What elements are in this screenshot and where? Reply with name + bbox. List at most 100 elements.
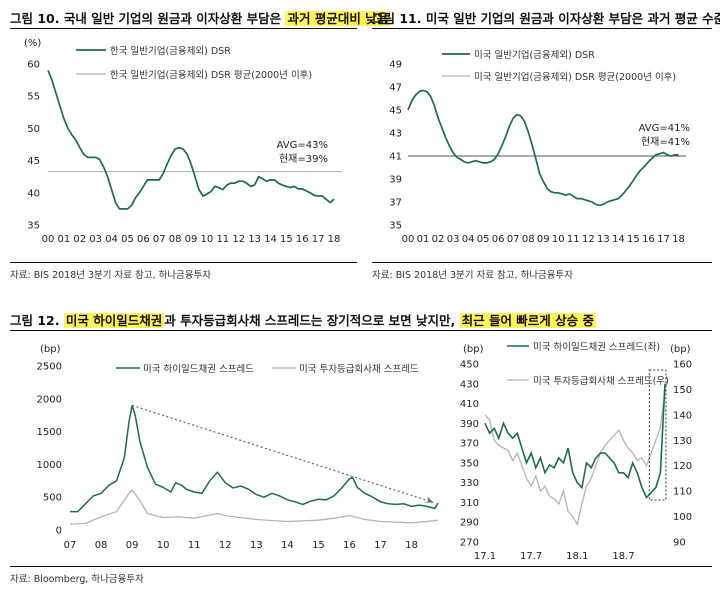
- us-dsr-x-tick: 17: [657, 234, 670, 245]
- korea-x-tick: 11: [216, 234, 229, 245]
- spread-recent-left-y-tick: 350: [460, 458, 479, 469]
- us-dsr-x-tick: 12: [582, 234, 595, 245]
- high-yield-line: [70, 405, 439, 513]
- korea-x-tick: 13: [248, 234, 261, 245]
- spread-recent-left-y-tick: 290: [460, 518, 479, 529]
- us-dsr-y-tick: 45: [389, 106, 402, 117]
- us-dsr-x-tick: 07: [507, 234, 520, 245]
- spread-recent-x-tick: 17.1: [474, 551, 496, 562]
- legend-label-dsr: 미국 일반기업(금융제외) DSR: [474, 49, 595, 61]
- spread-recent-left-y-tick: 330: [460, 478, 479, 489]
- figure-12-source: 자료: Bloomberg, 하나금융투자: [10, 574, 144, 585]
- spread-recent-right-y-tick: 160: [673, 360, 692, 371]
- legend-label-high-yield: 미국 하이일드채권 스프레드: [143, 363, 254, 375]
- spread-long-x-tick: 17: [374, 540, 387, 551]
- us-dsr-y-tick: 43: [389, 129, 402, 140]
- us-dsr-y-tick: 35: [389, 221, 402, 232]
- legend-label-average: 미국 일반기업(금융제외) DSR 평균(2000년 이후): [474, 71, 676, 83]
- spread-recent-x-tick: 17.7: [520, 551, 542, 562]
- legend-label-dsr: 한국 일반기업(금융제외) DSR: [110, 45, 231, 57]
- figure-11-bottom-rule: [372, 262, 712, 263]
- figure-10-top-rule: [10, 28, 357, 29]
- spread-recent-left-y-tick: 430: [460, 379, 479, 390]
- korea-x-tick: 06: [137, 234, 150, 245]
- us-dsr-x-tick: 10: [552, 234, 565, 245]
- figure-12-title-prefix: 그림 12.: [10, 313, 64, 328]
- legend-label-investment-grade: 미국 투자등급회사채 스프레드: [299, 364, 419, 375]
- figure-12-title-highlight-1: 미국 하이일드채권: [63, 313, 165, 328]
- us-dsr-x-tick: 01: [417, 234, 430, 245]
- korea-x-tick: 12: [232, 234, 245, 245]
- korea-y-tick: 60: [27, 60, 40, 71]
- figure-12-title-highlight-2: 최근 들어 빠르게 상승 중: [459, 313, 597, 328]
- figure-10-title-prefix: 그림 10. 국내 일반 기업의 원금과 이자상환 부담은: [10, 11, 286, 26]
- korea-y-tick: 50: [27, 124, 40, 135]
- right-axis-unit: (bp): [670, 344, 691, 355]
- spread-recent-right-y-tick: 130: [673, 436, 692, 447]
- trend-arrow-line: [131, 404, 434, 504]
- us-dsr-y-tick: 41: [389, 152, 402, 163]
- us-dsr-x-tick: 04: [462, 234, 475, 245]
- us-dsr-x-tick: 13: [597, 234, 610, 245]
- dsr-line: [47, 70, 335, 210]
- annotation-current: 현재=39%: [279, 153, 328, 165]
- dsr-line: [407, 89, 679, 207]
- annotation-average: AVG=43%: [277, 140, 328, 151]
- spread-long-x-tick: 11: [188, 540, 201, 551]
- spread-recent-left-y-tick: 450: [460, 360, 479, 371]
- us-dsr-x-tick: 09: [537, 234, 550, 245]
- figure-10-title-highlight: 과거 평균대비 낮음: [285, 11, 391, 26]
- figure-12-bottom-rule: [10, 566, 712, 567]
- korea-x-tick: 16: [296, 234, 309, 245]
- figure-11-title: 그림 11. 미국 일반 기업의 원금과 이자상환 부담은 과거 평균 수준: [372, 11, 720, 26]
- korea-x-tick: 15: [280, 234, 293, 245]
- korea-x-tick: 08: [169, 234, 182, 245]
- left-axis-unit: (bp): [463, 344, 484, 355]
- spread-long-y-tick: 1000: [37, 460, 62, 471]
- us-dsr-x-tick: 06: [492, 234, 505, 245]
- us-spreads-long-chart: (bp) 0 500 1000 1500 2000 2500 07 08 09 10 11 12 13 14…: [37, 344, 439, 551]
- us-dsr-x-tick: 18: [672, 234, 685, 245]
- spread-long-x-tick: 13: [250, 540, 263, 551]
- spread-recent-left-y-tick: 410: [460, 399, 479, 410]
- investment-grade-line: [69, 488, 439, 525]
- annotation-average: AVG=41%: [639, 123, 690, 134]
- figure-10-source: 자료: BIS 2018년 3분기 자료 참고, 하나금융투자: [10, 270, 212, 281]
- us-dsr-y-tick: 49: [389, 60, 402, 71]
- us-spreads-recent-chart: (bp) (bp) 270 290 310 330 350 370 390 410 430 450 90…: [460, 341, 692, 562]
- spread-long-y-tick: 2000: [37, 394, 62, 405]
- spread-long-x-tick: 18: [405, 540, 418, 551]
- us-dsr-x-tick: 08: [522, 234, 535, 245]
- us-dsr-x-tick: 05: [477, 234, 490, 245]
- us-dsr-chart: 35 37 39 41 43 45 47 49 00 01 02 03 04 05 06 07 08 09 10 11…: [389, 49, 690, 245]
- figure-11-source: 자료: BIS 2018년 3분기 자료 참고, 하나금융투자: [372, 270, 574, 281]
- spread-long-y-tick: 500: [43, 493, 62, 504]
- spread-recent-left-y-tick: 390: [460, 419, 479, 430]
- spread-long-x-tick: 14: [281, 540, 294, 551]
- spread-long-x-tick: 10: [157, 540, 170, 551]
- figure-12-title-middle: 과 투자등급회사채 스프레드는 장기적으로 보면 낮지만,: [164, 313, 460, 328]
- legend-label-high-yield: 미국 하이일드채권 스프레드(좌): [533, 341, 660, 353]
- korea-x-tick: 05: [121, 234, 134, 245]
- korea-x-tick: 03: [89, 234, 102, 245]
- korea-y-tick: 45: [27, 156, 40, 167]
- figure-11-top-rule: [372, 28, 712, 29]
- spread-long-x-tick: 09: [126, 540, 139, 551]
- korea-x-tick: 18: [328, 234, 341, 245]
- korea-x-tick: 01: [58, 234, 71, 245]
- figure-10-bottom-rule: [10, 262, 357, 263]
- korea-x-tick: 09: [185, 234, 198, 245]
- spread-long-x-tick: 12: [219, 540, 232, 551]
- korea-x-tick: 00: [42, 234, 55, 245]
- us-dsr-y-tick: 47: [389, 83, 402, 94]
- figure-10-title: 그림 10. 국내 일반 기업의 원금과 이자상환 부담은 과거 평균대비 낮음: [10, 8, 391, 27]
- korea-x-tick: 14: [264, 234, 277, 245]
- recent-highlight-box: [648, 369, 667, 501]
- us-dsr-x-tick: 03: [447, 234, 460, 245]
- korea-x-tick: 07: [153, 234, 166, 245]
- us-dsr-x-tick: 02: [432, 234, 445, 245]
- us-dsr-x-tick: 00: [402, 234, 415, 245]
- figure-12-top-rule: [10, 330, 712, 331]
- y-axis-unit: (%): [24, 38, 41, 49]
